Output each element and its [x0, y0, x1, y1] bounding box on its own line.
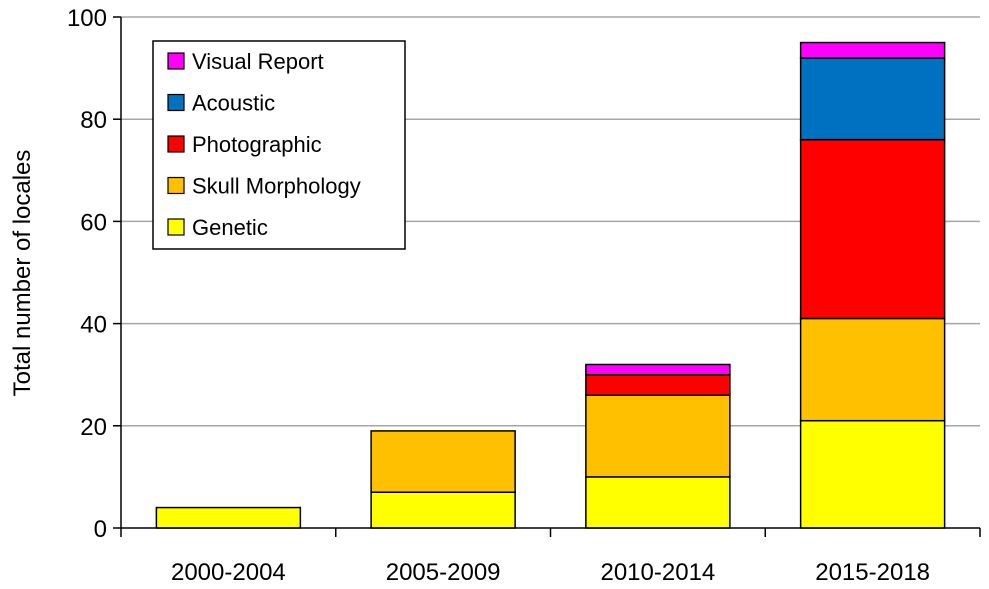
y-axis-title: Total number of locales [9, 150, 36, 397]
bar-segment-visual-report [799, 41, 946, 59]
bar-segment-skull-morphology [370, 430, 516, 493]
bar-segment-acoustic [799, 57, 946, 141]
y-tick-label: 0 [94, 516, 107, 543]
legend-swatch-genetic [167, 218, 185, 236]
bar-segment-skull-morphology [799, 317, 946, 422]
y-tick-label: 20 [80, 414, 107, 441]
legend-label-photographic: Photographic [192, 132, 322, 157]
x-tick-label: 2010-2014 [600, 559, 715, 586]
legend-label-genetic: Genetic [192, 215, 268, 240]
bars [155, 41, 946, 529]
bar-segment-skull-morphology [585, 394, 731, 478]
x-tick-label: 2005-2009 [386, 559, 501, 586]
bar-segment-genetic [585, 476, 731, 529]
x-tick-label: 2015-2018 [815, 559, 930, 586]
bar-segment-photographic [799, 138, 946, 320]
x-tick-label: 2000-2004 [171, 559, 286, 586]
legend-label-skull-morphology: Skull Morphology [192, 174, 361, 199]
bar-segment-visual-report [585, 363, 731, 376]
y-tick-label: 80 [80, 107, 107, 134]
y-tick-label: 100 [67, 5, 107, 32]
legend-swatch-skull-morphology [167, 176, 185, 195]
legend-swatch-visual-report [167, 52, 185, 70]
x-tick-labels: 2000-2004 2005-2009 2010-2014 2015-2018 [171, 559, 930, 586]
y-tick-label: 60 [80, 209, 107, 236]
legend-swatch-photographic [167, 135, 185, 153]
bar-segment-photographic [585, 373, 731, 396]
bar-segment-genetic [155, 506, 302, 529]
bar-segment-genetic [799, 419, 946, 529]
y-tick-label: 40 [80, 312, 107, 339]
axes [113, 16, 981, 537]
y-tick-labels: 0 20 40 60 80 100 [67, 5, 107, 543]
legend-label-acoustic: Acoustic [192, 91, 275, 116]
legend-label-visual-report: Visual Report [192, 49, 324, 74]
legend-box [152, 40, 406, 250]
bar-segment-genetic [370, 491, 516, 529]
legend: Visual Report Acoustic Photographic Skull M… [152, 40, 406, 250]
legend-swatch-acoustic [167, 93, 185, 112]
